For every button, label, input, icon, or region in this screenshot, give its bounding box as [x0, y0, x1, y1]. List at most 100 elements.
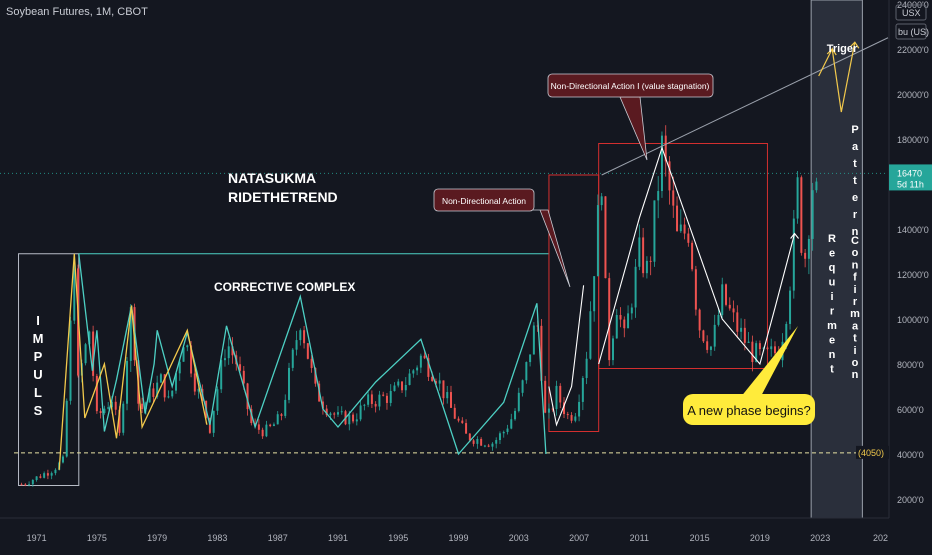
pattern-letter: P: [851, 124, 858, 136]
candle-body: [702, 330, 705, 342]
unit-label[interactable]: bu (US): [898, 27, 929, 37]
candle-body: [65, 400, 68, 457]
candle-body: [163, 374, 166, 398]
candle-body: [578, 401, 581, 417]
price-tag-value: 16470: [897, 168, 922, 178]
candle-body: [303, 330, 306, 344]
candle-body: [615, 315, 618, 339]
candle-body: [310, 358, 313, 369]
confirmation-letter: r: [853, 296, 858, 308]
currency-box[interactable]: [895, 4, 927, 21]
candle-body: [141, 403, 144, 410]
candle-body: [46, 473, 49, 476]
callout-2-text: Non-Directional Action I (value stagnati…: [551, 81, 710, 91]
candle-body: [333, 413, 336, 415]
wave-corrective: [78, 253, 547, 456]
candle-body: [39, 476, 42, 478]
candle-body: [412, 370, 415, 374]
y-tick-label: 4000'0: [897, 450, 924, 460]
trendline: [601, 37, 889, 176]
candle-body: [126, 360, 129, 404]
requirment-letter: e: [829, 248, 835, 260]
candle-body: [623, 319, 626, 329]
candle-body: [216, 389, 219, 411]
y-tick-label: 6000'0: [897, 405, 924, 415]
unit-box[interactable]: [895, 23, 927, 40]
y-tick-label: 2000'0: [897, 495, 924, 505]
candle-body: [114, 401, 117, 410]
symbol-title[interactable]: Soybean Futures, 1M, CBOT: [6, 6, 148, 18]
candle-body: [352, 414, 355, 422]
requirment-letter: u: [829, 277, 836, 289]
candle-body: [608, 278, 611, 361]
candle-body: [167, 396, 170, 398]
candle-body: [171, 390, 174, 397]
candle-body: [257, 424, 260, 430]
candle-body: [800, 177, 803, 253]
corrective-complex-label: CORRECTIVE COMPLEX: [214, 280, 355, 294]
candle-body: [129, 307, 132, 361]
candle-body: [431, 376, 434, 382]
confirmation-letter: a: [852, 320, 859, 332]
candle-body: [465, 423, 468, 434]
candle-body: [758, 343, 761, 350]
candle-body: [348, 414, 351, 425]
price-tag-countdown: 5d 11h: [897, 179, 924, 189]
candle-body: [423, 355, 426, 359]
impuls-letter: I: [36, 313, 40, 328]
candle-body: [389, 390, 392, 403]
candle-body: [502, 431, 505, 434]
projection-arrowhead: [849, 41, 860, 49]
pattern-letter: a: [852, 141, 859, 153]
candle-body: [291, 349, 294, 368]
candle-body: [566, 414, 569, 416]
candle-body: [770, 346, 773, 350]
candle-body: [280, 414, 283, 416]
candle-body: [694, 269, 697, 310]
candle-body: [506, 428, 509, 432]
candle-body: [751, 341, 754, 363]
y-axis-panel: [889, 0, 932, 550]
candle-body: [246, 383, 249, 410]
candle-body: [457, 418, 460, 421]
y-tick-label: 8000'0: [897, 360, 924, 370]
x-tick-label: 2011: [630, 533, 649, 543]
candle-body: [408, 373, 411, 385]
candle-body: [254, 423, 257, 425]
candle-body: [269, 424, 272, 427]
candle-body: [453, 407, 456, 419]
candle-body: [242, 370, 245, 384]
candle-body: [265, 424, 268, 437]
candle-body: [559, 385, 562, 403]
price-tag: [889, 164, 932, 191]
x-tick-label: 202: [873, 533, 888, 543]
candle-body: [182, 347, 185, 362]
candle-body: [374, 403, 377, 407]
candle-body: [713, 324, 716, 347]
candle-body: [197, 388, 200, 392]
candle-body: [223, 358, 226, 361]
candle-body: [740, 327, 743, 332]
candle-body: [110, 401, 113, 408]
y-tick-label: 14000'0: [897, 225, 929, 235]
candle-body: [649, 260, 652, 262]
candle-body: [604, 196, 607, 279]
wave-white: [548, 285, 585, 427]
x-tick-label: 1987: [268, 533, 288, 543]
candle-body: [472, 440, 475, 444]
candle-body: [385, 395, 388, 403]
requirment-letter: n: [829, 349, 836, 361]
candle-body: [159, 374, 162, 383]
x-tick-label: 1999: [449, 533, 469, 543]
candle-body: [514, 410, 517, 420]
confirmation-letter: o: [852, 357, 859, 369]
currency-label[interactable]: USX: [902, 8, 921, 18]
pattern-letter: t: [853, 158, 857, 170]
candle-body: [43, 473, 46, 478]
candle-body: [378, 394, 381, 407]
wave-impulse: [58, 253, 208, 470]
new-phase-text: A new phase begins?: [687, 403, 811, 418]
candle-body: [491, 443, 494, 447]
x-tick-label: 1975: [87, 533, 107, 543]
